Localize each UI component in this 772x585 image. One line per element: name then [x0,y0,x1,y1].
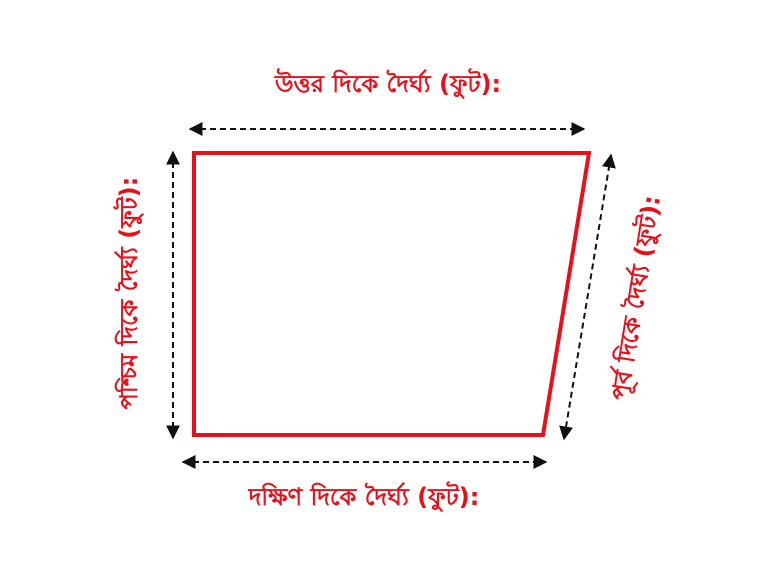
north-length-label: উত্তর দিকে দৈর্ঘ্য (ফুট): [274,68,501,99]
south-length-label: দক্ষিণ দিকে দৈর্ঘ্য (ফুট): [248,481,480,512]
west-length-label: পশ্চিম দিকে দৈর্ঘ্য (ফুট): [113,177,144,410]
east-length-label: পূর্ব দিকে দৈর্ঘ্য (ফুট): [604,193,667,402]
plot-outline [192,151,592,437]
east-dimension-arrow [559,153,616,441]
